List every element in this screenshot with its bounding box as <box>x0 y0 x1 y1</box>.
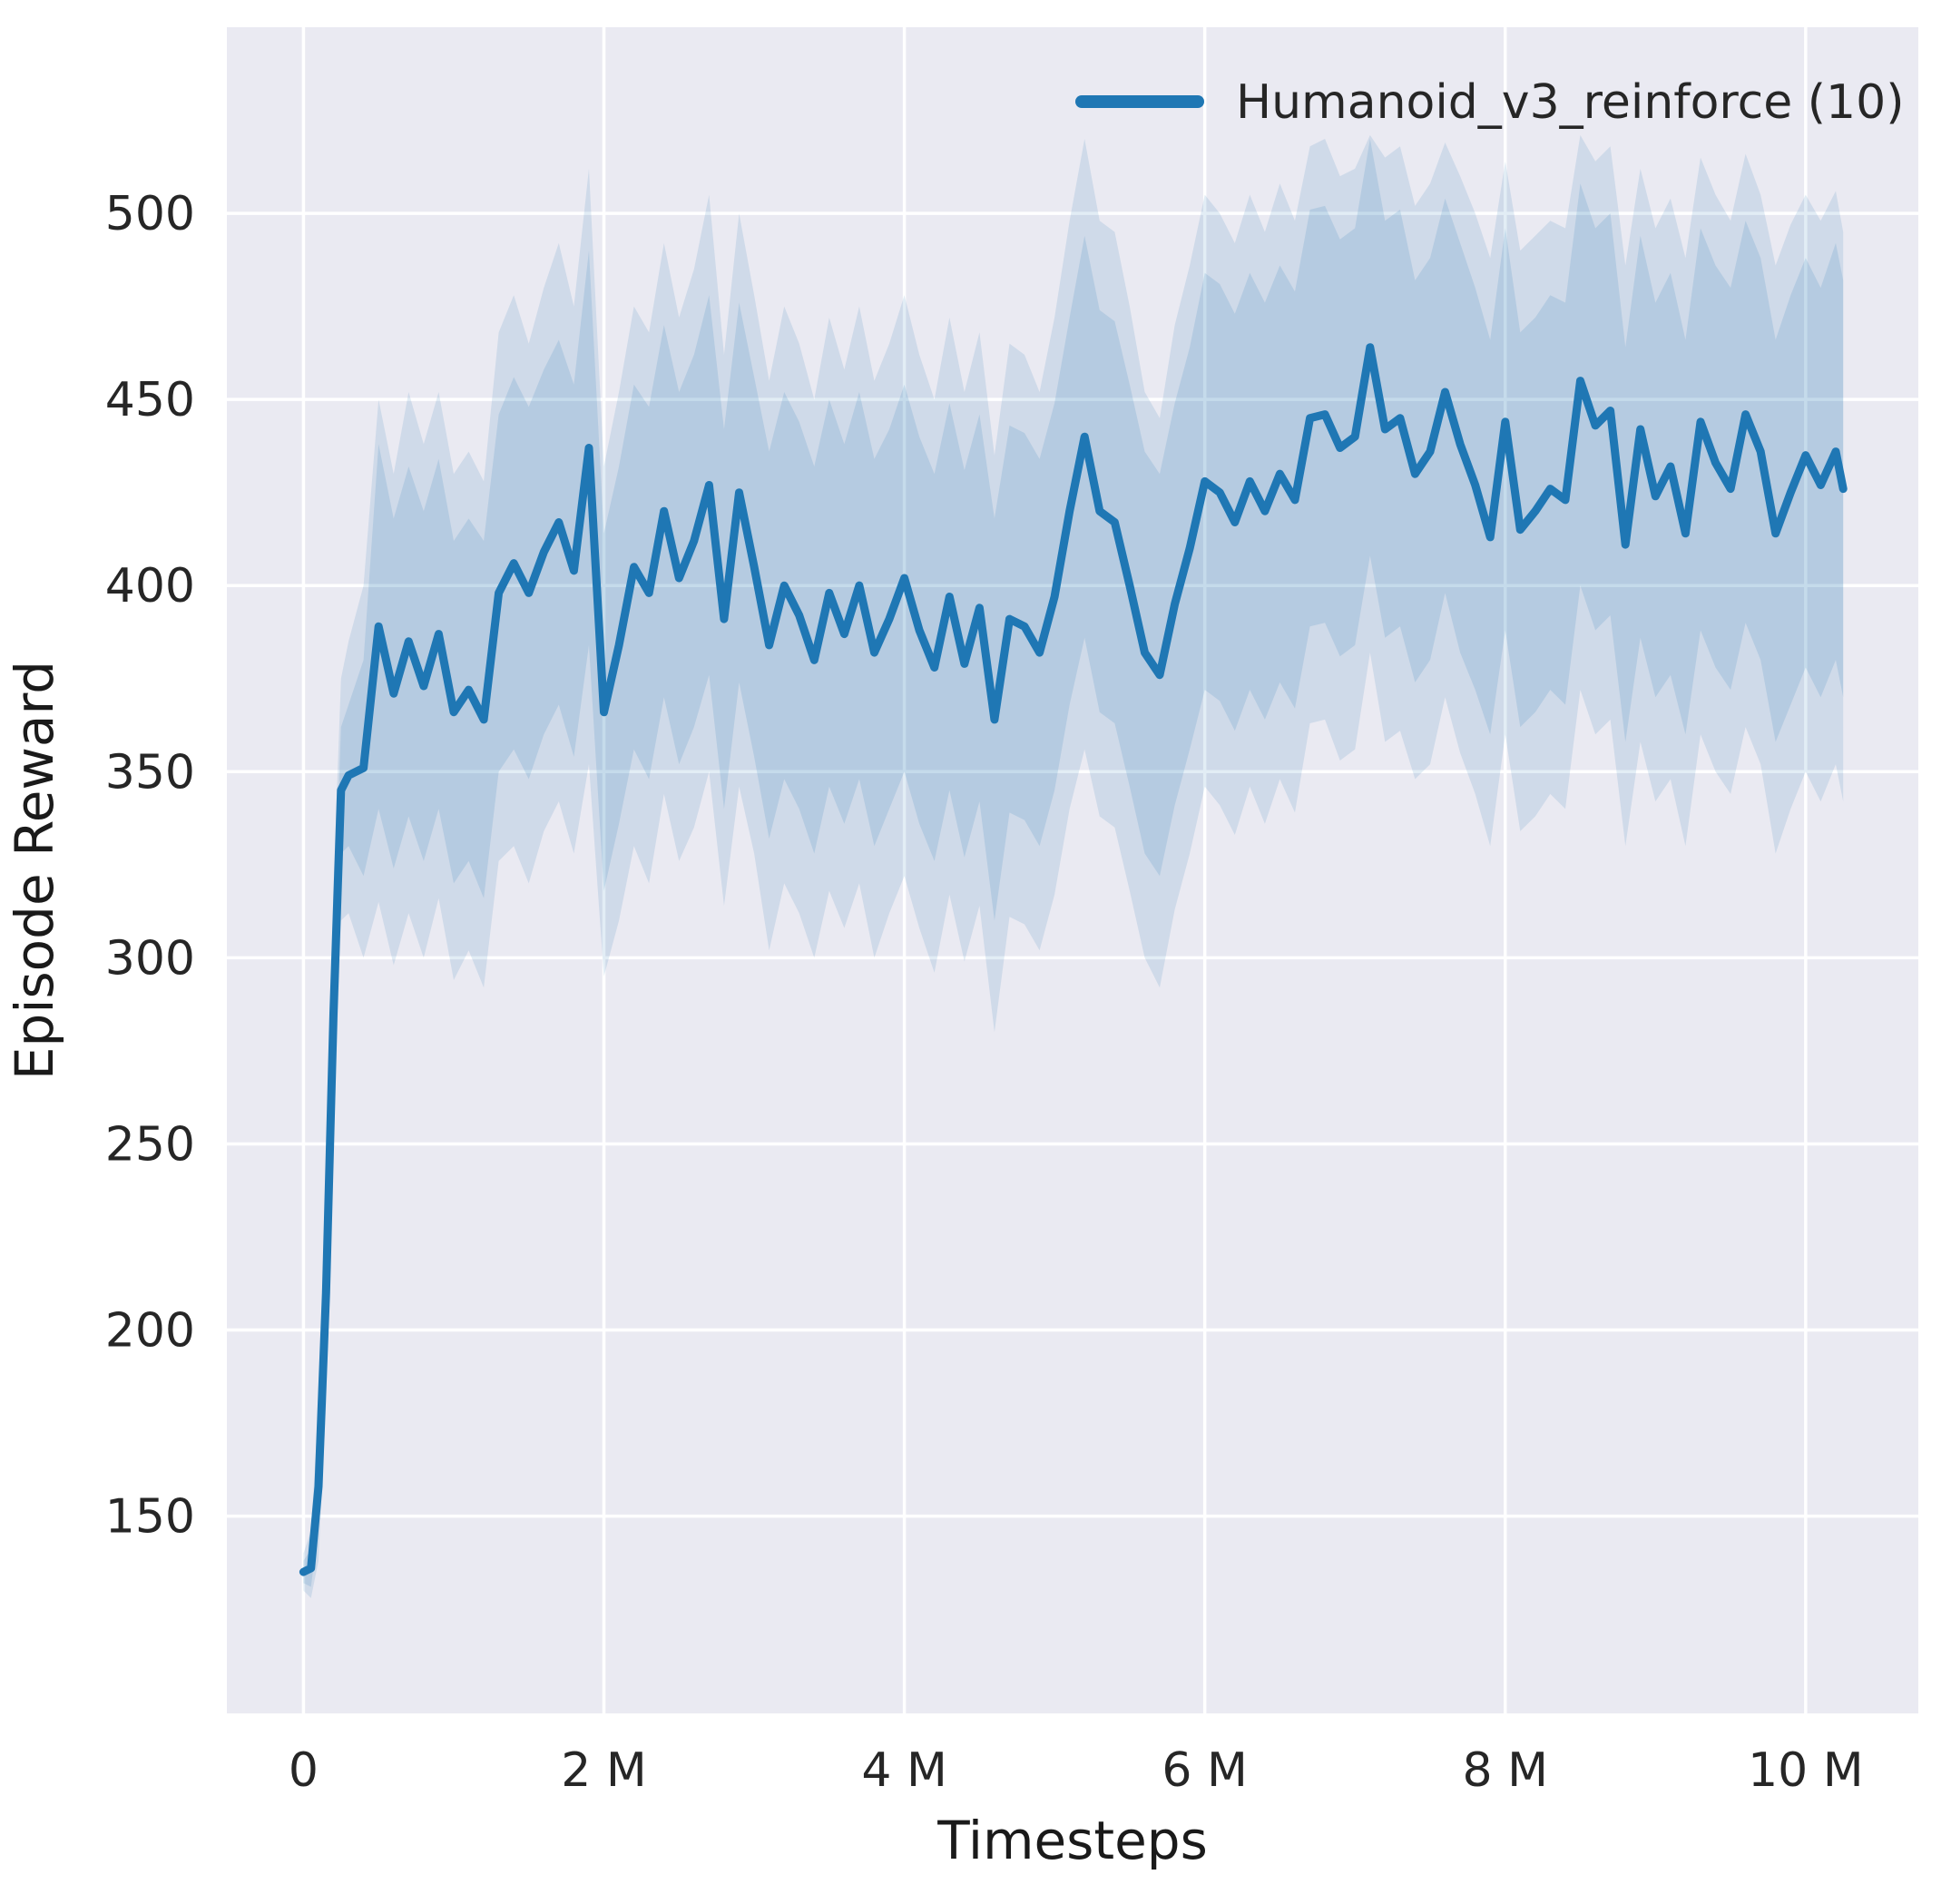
confidence-band-outer <box>303 134 1844 1598</box>
x-axis-tick-label: 6 M <box>1162 1743 1247 1798</box>
x-axis-tick-label: 8 M <box>1463 1743 1548 1798</box>
x-axis-tick-label: 2 M <box>561 1743 646 1798</box>
y-axis-tick-label: 350 <box>105 745 195 800</box>
plot-area <box>227 27 1918 1713</box>
x-axis-tick-label: 0 <box>289 1743 319 1798</box>
confidence-bands <box>303 134 1844 1598</box>
y-axis-title: Episode Reward <box>4 661 65 1080</box>
x-axis-title: Timesteps <box>936 1810 1208 1871</box>
y-axis-tick-label: 300 <box>105 931 195 986</box>
x-axis-tick-labels: 0 2 M 4 M 6 M 8 M 10 M <box>289 1743 1864 1798</box>
legend-label: Humanoid_v3_reinforce (10) <box>1236 75 1905 130</box>
y-axis-tick-labels: 150 200 250 300 350 400 450 500 <box>105 187 195 1545</box>
y-axis-tick-label: 500 <box>105 187 195 241</box>
confidence-band-inner <box>303 139 1844 1587</box>
y-axis-tick-label: 400 <box>105 559 195 613</box>
grid-lines <box>227 27 1918 1713</box>
x-axis-tick-label: 10 M <box>1748 1743 1864 1798</box>
y-axis-tick-label: 150 <box>105 1490 195 1545</box>
x-axis-tick-label: 4 M <box>861 1743 946 1798</box>
mean-reward-line <box>299 343 1848 1576</box>
y-axis-tick-label: 450 <box>105 373 195 427</box>
y-axis-tick-label: 250 <box>105 1117 195 1172</box>
y-axis-tick-label: 200 <box>105 1304 195 1359</box>
legend: Humanoid_v3_reinforce (10) <box>1075 75 1905 130</box>
